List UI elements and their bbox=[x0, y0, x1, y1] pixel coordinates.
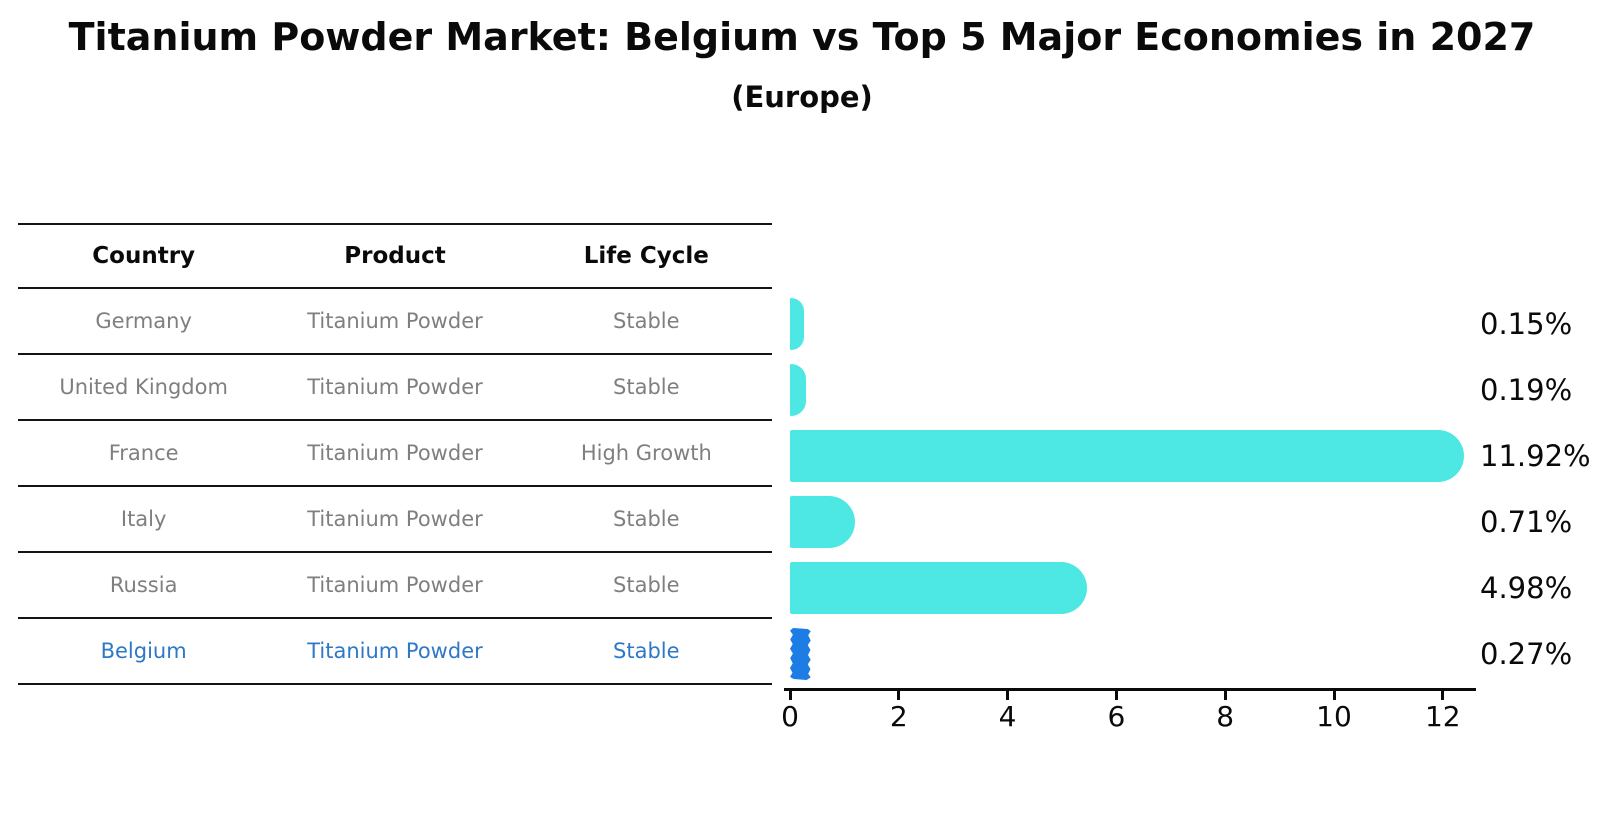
table-row-russia: Russia Titanium Powder Stable bbox=[18, 553, 772, 619]
product-cell: Titanium Powder bbox=[307, 573, 483, 597]
product-cell: Titanium Powder bbox=[307, 639, 483, 663]
lifecycle-cell: High Growth bbox=[580, 441, 712, 465]
x-tick-label: 8 bbox=[1216, 700, 1235, 733]
value-label-belgium: 0.27% bbox=[1480, 637, 1573, 671]
x-tick-label: 6 bbox=[1107, 700, 1126, 733]
lifecycle-cell: Stable bbox=[613, 639, 680, 663]
table-header-row: Country Product Life Cycle bbox=[18, 223, 772, 289]
x-tick-label: 0 bbox=[781, 700, 799, 733]
table-row-united-kingdom: United Kingdom Titanium Powder Stable bbox=[18, 355, 772, 421]
x-tick-mark bbox=[897, 691, 901, 700]
x-tick-label: 4 bbox=[998, 700, 1017, 733]
header-lifecycle: Life Cycle bbox=[583, 243, 709, 269]
header-product: Product bbox=[344, 243, 446, 269]
value-label-united-kingdom: 0.19% bbox=[1480, 373, 1573, 407]
chart-title: Titanium Powder Market: Belgium vs Top 5… bbox=[68, 15, 1536, 59]
x-tick-mark bbox=[1006, 691, 1010, 700]
country-cell: Germany bbox=[95, 309, 192, 333]
x-tick-label: 2 bbox=[889, 700, 908, 733]
lifecycle-cell: Stable bbox=[613, 573, 680, 597]
table-row-italy: Italy Titanium Powder Stable bbox=[18, 487, 772, 553]
product-cell: Titanium Powder bbox=[307, 309, 483, 333]
x-tick-mark bbox=[1223, 691, 1227, 700]
country-cell: United Kingdom bbox=[59, 375, 228, 399]
bar-germany bbox=[790, 298, 805, 350]
value-label-italy: 0.71% bbox=[1480, 505, 1573, 539]
x-tick-mark bbox=[1441, 691, 1445, 700]
x-tick-mark bbox=[1114, 691, 1118, 700]
value-label-france: 11.92% bbox=[1480, 439, 1591, 473]
header-country: Country bbox=[92, 243, 196, 269]
bar-russia bbox=[790, 562, 1087, 614]
value-label-germany: 0.15% bbox=[1480, 307, 1573, 341]
bar-united-kingdom bbox=[790, 364, 807, 416]
table-row-france: France Titanium Powder High Growth bbox=[18, 421, 772, 487]
chart-subtitle: (Europe) bbox=[731, 80, 873, 114]
x-axis-line bbox=[784, 688, 1476, 691]
x-tick-mark bbox=[788, 691, 792, 700]
lifecycle-cell: Stable bbox=[613, 309, 680, 333]
lifecycle-cell: Stable bbox=[613, 375, 680, 399]
lifecycle-cell: Stable bbox=[613, 507, 680, 531]
x-tick-label: 10 bbox=[1316, 700, 1352, 733]
country-cell: Italy bbox=[120, 507, 167, 531]
product-cell: Titanium Powder bbox=[307, 507, 483, 531]
country-cell: Belgium bbox=[100, 639, 187, 663]
country-table: Country Product Life Cycle Germany Titan… bbox=[18, 223, 772, 685]
x-tick-mark bbox=[1332, 691, 1336, 700]
bar-italy bbox=[790, 496, 855, 548]
table-row-germany: Germany Titanium Powder Stable bbox=[18, 289, 772, 355]
bar-france bbox=[790, 430, 1465, 482]
x-tick-label: 12 bbox=[1424, 700, 1461, 733]
bar-belgium bbox=[790, 628, 811, 680]
product-cell: Titanium Powder bbox=[307, 441, 483, 465]
value-label-russia: 4.98% bbox=[1480, 571, 1573, 605]
table-row-belgium: Belgium Titanium Powder Stable bbox=[18, 619, 772, 685]
product-cell: Titanium Powder bbox=[307, 375, 483, 399]
country-cell: France bbox=[108, 441, 179, 465]
country-cell: Russia bbox=[109, 573, 178, 597]
